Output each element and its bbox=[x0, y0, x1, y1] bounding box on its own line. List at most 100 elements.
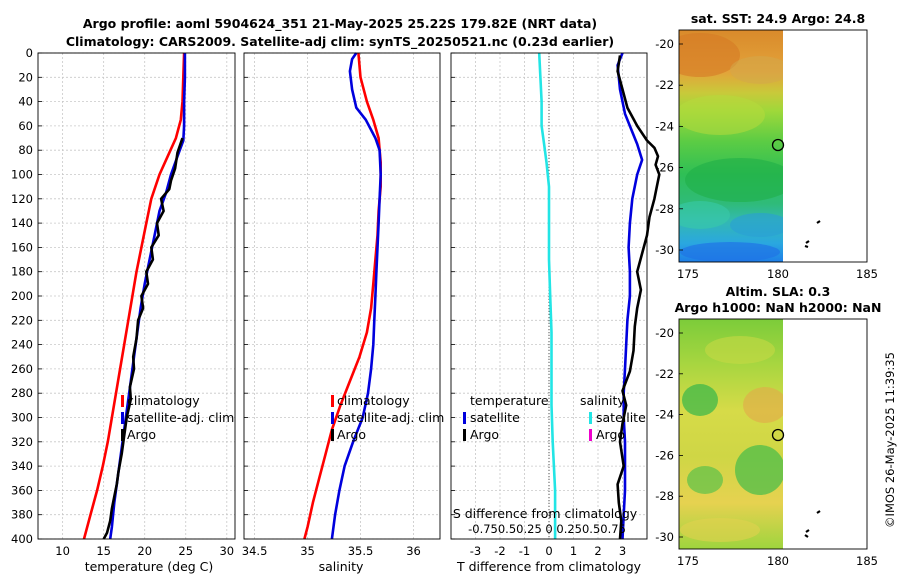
map-lat-label: -30 bbox=[655, 530, 674, 544]
depth-tick-label: 100 bbox=[11, 168, 33, 182]
legend-sal-satellite: satellite-adj. clim bbox=[337, 410, 444, 425]
depth-tick-label: 300 bbox=[11, 411, 33, 425]
legend-swatch-climatology bbox=[121, 395, 124, 407]
map-lat-label: -26 bbox=[655, 161, 674, 175]
depth-tick-label: 360 bbox=[11, 483, 33, 497]
depth-tick-label: 240 bbox=[11, 338, 33, 352]
sst-argo-marker bbox=[771, 138, 785, 152]
sla-yticks: -20 -22 -24 -26 -28 -30 bbox=[655, 326, 683, 544]
figure-title-line1: Argo profile: aoml 5904624_351 21-May-20… bbox=[83, 16, 597, 32]
series-line-argo bbox=[102, 137, 184, 540]
s-difference-label: S difference from climatology bbox=[453, 506, 638, 521]
series-line-satellite-adj-clim bbox=[330, 52, 383, 540]
sla-field-texture bbox=[680, 336, 783, 542]
map-lon-label: 175 bbox=[677, 267, 699, 281]
legend-swatch-s-argo bbox=[589, 429, 592, 441]
legend-swatch-s-satellite bbox=[589, 412, 592, 424]
sst-frame bbox=[678, 29, 868, 263]
x-tick-label: 1 bbox=[570, 544, 577, 558]
map-lat-label: -28 bbox=[655, 489, 674, 503]
depth-tick-label: 400 bbox=[11, 532, 33, 546]
x-tick-label: 15 bbox=[96, 544, 111, 558]
x-tick-label: -3 bbox=[470, 544, 481, 558]
map-lat-label: -24 bbox=[655, 119, 674, 133]
sla-island-marks bbox=[804, 510, 821, 538]
temperature-panel: 10 15 20 25 30 bbox=[37, 52, 236, 558]
depth-axis-ticks: 0 20 40 60 80 100 120 140 160 180 200 220 240 260 280 3… bbox=[11, 46, 33, 546]
x-tick-label: 35 bbox=[300, 544, 315, 558]
map-lat-label: -30 bbox=[655, 243, 674, 257]
series-line-climatology bbox=[303, 52, 383, 540]
legend-swatch-satellite bbox=[121, 412, 124, 424]
panel-frame bbox=[37, 52, 236, 540]
sla-map-title1: Altim. SLA: 0.3 bbox=[726, 284, 831, 299]
legend-temp-argo: Argo bbox=[127, 427, 156, 442]
legend-swatch-argo bbox=[331, 429, 334, 441]
difference-xlabel: T difference from climatology bbox=[456, 559, 642, 574]
sla-map: -20 -22 -24 -26 -28 -30 175 180 185 bbox=[655, 318, 878, 568]
depth-tick-label: 180 bbox=[11, 265, 33, 279]
map-lon-label: 180 bbox=[767, 267, 789, 281]
x-tick-label: 3 bbox=[619, 544, 626, 558]
depth-tick-label: 140 bbox=[11, 216, 33, 230]
series-line-temperature-satellite bbox=[616, 52, 644, 540]
legend-diff-s-satellite: satellite bbox=[596, 410, 646, 425]
series-line-temperature-argo bbox=[616, 55, 661, 540]
depth-tick-label: 340 bbox=[11, 459, 33, 473]
x-tick-label: 2 bbox=[594, 544, 601, 558]
sst-xticks: 175 180 185 bbox=[677, 267, 878, 281]
depth-tick-label: 320 bbox=[11, 435, 33, 449]
map-lat-label: -24 bbox=[655, 408, 674, 422]
sst-island-marks bbox=[804, 220, 821, 249]
map-lon-label: 185 bbox=[856, 554, 878, 568]
map-lon-label: 180 bbox=[767, 554, 789, 568]
depth-tick-label: 160 bbox=[11, 240, 33, 254]
depth-tick-label: 220 bbox=[11, 313, 33, 327]
salinity-legend: climatology satellite-adj. clim Argo bbox=[331, 393, 444, 442]
map-lat-label: -20 bbox=[655, 326, 674, 340]
legend-swatch-t-satellite bbox=[463, 412, 466, 424]
map-lon-label: 185 bbox=[856, 267, 878, 281]
depth-tick-label: 380 bbox=[11, 508, 33, 522]
legend-sal-argo: Argo bbox=[337, 427, 366, 442]
legend-swatch-t-argo bbox=[463, 429, 466, 441]
legend-diff-salinity-header: salinity bbox=[580, 393, 625, 408]
depth-tick-label: 260 bbox=[11, 362, 33, 376]
salinity-panel: 34.5 35 35.5 36 bbox=[242, 52, 441, 558]
map-lon-label: 175 bbox=[677, 554, 699, 568]
temperature-xlabel: temperature (deg C) bbox=[85, 559, 214, 574]
sst-field-texture bbox=[679, 33, 783, 262]
map-lat-label: -20 bbox=[655, 37, 674, 51]
imos-credit: ©IMOS 26-May-2025 11:39:35 bbox=[883, 352, 897, 528]
s-difference-ticks: -0.750.50.25 0 0.250.50.75 bbox=[468, 522, 626, 536]
legend-diff-s-argo: Argo bbox=[596, 427, 625, 442]
legend-diff-t-argo: Argo bbox=[470, 427, 499, 442]
map-lat-label: -22 bbox=[655, 367, 674, 381]
depth-tick-label: 280 bbox=[11, 386, 33, 400]
legend-swatch-satellite bbox=[331, 412, 334, 424]
sst-map-title: sat. SST: 24.9 Argo: 24.8 bbox=[691, 11, 865, 26]
x-tick-label: 20 bbox=[137, 544, 152, 558]
x-tick-label: 10 bbox=[55, 544, 70, 558]
map-lat-label: -22 bbox=[655, 78, 674, 92]
depth-tick-label: 120 bbox=[11, 192, 33, 206]
figure-title-line2: Climatology: CARS2009. Satellite-adj cli… bbox=[66, 34, 614, 50]
map-lat-label: -28 bbox=[655, 202, 674, 216]
panel-frame bbox=[243, 52, 441, 540]
depth-tick-label: 40 bbox=[18, 95, 33, 109]
sla-frame bbox=[678, 318, 868, 550]
sla-xticks: 175 180 185 bbox=[677, 554, 878, 568]
x-tick-label: -2 bbox=[494, 544, 505, 558]
sst-yticks: -20 -22 -24 -26 -28 -30 bbox=[655, 37, 683, 257]
x-tick-label: 30 bbox=[219, 544, 234, 558]
depth-tick-label: 0 bbox=[26, 46, 33, 60]
legend-temp-climatology: climatology bbox=[127, 393, 200, 408]
legend-swatch-argo bbox=[121, 429, 124, 441]
depth-tick-label: 60 bbox=[18, 119, 33, 133]
depth-tick-label: 80 bbox=[18, 143, 33, 157]
x-tick-label: 35.5 bbox=[348, 544, 374, 558]
legend-temp-satellite: satellite-adj. clim bbox=[127, 410, 234, 425]
legend-diff-t-satellite: satellite bbox=[470, 410, 520, 425]
difference-legend: temperature salinity satellite Argo sate… bbox=[463, 393, 646, 442]
sla-argo-marker bbox=[771, 428, 785, 442]
